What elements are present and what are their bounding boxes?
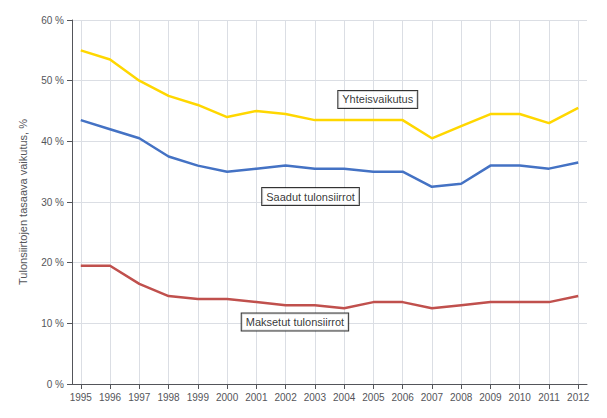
svg-text:2006: 2006 (392, 392, 415, 403)
svg-text:Maksetut tulonsiirrot: Maksetut tulonsiirrot (246, 316, 344, 328)
svg-text:Yhteisvaikutus: Yhteisvaikutus (342, 93, 413, 105)
svg-text:0 %: 0 % (47, 379, 64, 390)
svg-text:10 %: 10 % (41, 318, 64, 329)
svg-text:1999: 1999 (187, 392, 210, 403)
svg-text:2002: 2002 (274, 392, 297, 403)
svg-text:2003: 2003 (304, 392, 327, 403)
svg-text:60 %: 60 % (41, 15, 64, 26)
svg-text:1997: 1997 (128, 392, 151, 403)
svg-text:2012: 2012 (567, 392, 590, 403)
svg-text:2005: 2005 (362, 392, 385, 403)
svg-text:1995: 1995 (70, 392, 93, 403)
svg-text:2007: 2007 (421, 392, 444, 403)
svg-text:2000: 2000 (216, 392, 239, 403)
svg-text:Saadut tulonsiirrot: Saadut tulonsiirrot (266, 191, 355, 203)
svg-text:2010: 2010 (509, 392, 532, 403)
svg-text:Tulonsiirtojen tasaava vaikutu: Tulonsiirtojen tasaava vaikutus, % (17, 119, 29, 285)
svg-text:30 %: 30 % (41, 197, 64, 208)
svg-text:50 %: 50 % (41, 75, 64, 86)
svg-text:1996: 1996 (99, 392, 122, 403)
svg-text:20 %: 20 % (41, 257, 64, 268)
svg-text:2009: 2009 (479, 392, 502, 403)
svg-text:1998: 1998 (157, 392, 180, 403)
svg-text:2001: 2001 (245, 392, 268, 403)
svg-text:2004: 2004 (333, 392, 356, 403)
svg-text:2011: 2011 (538, 392, 560, 403)
svg-text:2008: 2008 (450, 392, 473, 403)
svg-text:40 %: 40 % (41, 136, 64, 147)
